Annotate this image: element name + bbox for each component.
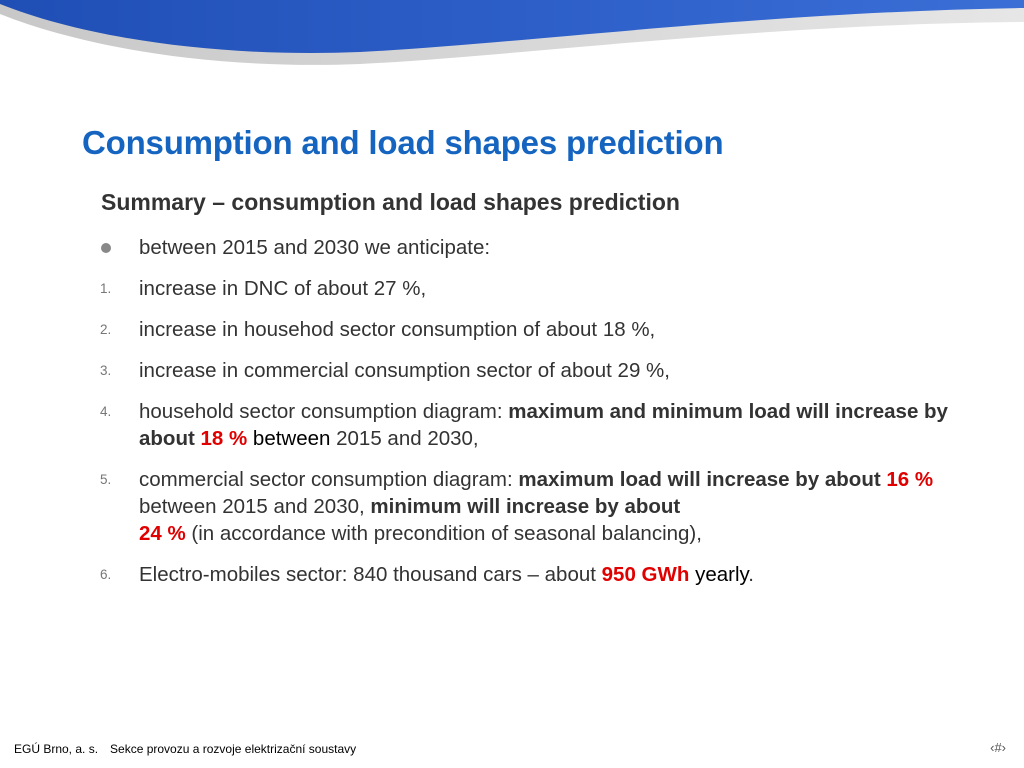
item-text-bold: maximum load will increase by about: [518, 468, 887, 491]
item-text-middle: between 2015 and 2030,: [139, 495, 371, 518]
item-text-highlight: 24 %: [139, 522, 186, 545]
item-text-bold: minimum will increase by about: [370, 495, 681, 518]
footer: EGÚ Brno, a. s. Sekce provozu a rozvoje e…: [14, 742, 356, 756]
list-item-intro: between 2015 and 2030 we anticipate:: [100, 234, 950, 261]
bullet-icon: [101, 243, 111, 253]
list-item: 6. Electro-mobiles sector: 840 thousand …: [100, 561, 950, 588]
slide-title: Consumption and load shapes prediction: [82, 124, 724, 161]
list-item: 1. increase in DNC of about 27 %,: [100, 275, 950, 302]
item-text: increase in househod sector consumption …: [139, 318, 656, 341]
list-number: 6.: [100, 567, 112, 582]
item-text-suffix: .: [748, 563, 754, 586]
item-text: increase in commercial consumption secto…: [139, 359, 670, 382]
item-text-bold: maximum and minimum load will increase b…: [139, 400, 948, 450]
item-text-highlight: 16 %: [886, 468, 934, 491]
intro-text: between 2015 and 2030 we anticipate:: [139, 236, 491, 259]
item-text-prefix: Electro-mobiles sector: 840 thousand car…: [139, 563, 602, 586]
slide-subtitle: Summary – consumption and load shapes pr…: [101, 189, 680, 215]
item-text-prefix: household sector consumption diagram:: [139, 400, 509, 423]
item-text-suffix: (in accordance with precondition of seas…: [185, 522, 702, 545]
footer-department: Sekce provozu a rozvoje elektrizační sou…: [110, 742, 357, 756]
item-text-highlight: 18 %: [200, 427, 248, 450]
item-text: increase in DNC of about 27 %,: [139, 277, 427, 300]
item-text-suffix: 2015 and 2030,: [330, 427, 479, 450]
list-number: 3.: [100, 363, 112, 378]
page-number: ‹#›: [990, 740, 1006, 755]
list-number: 4.: [100, 404, 112, 419]
footer-company: EGÚ Brno, a. s.: [14, 742, 99, 756]
list-number: 1.: [100, 281, 112, 296]
list-number: 2.: [100, 322, 112, 337]
list-number: 5.: [100, 472, 112, 487]
summary-list: between 2015 and 2030 we anticipate: 1. …: [100, 234, 950, 588]
item-text-prefix: commercial sector consumption diagram:: [139, 468, 519, 491]
list-item: 4. household sector consumption diagram:…: [100, 398, 950, 452]
item-text-middle: between: [247, 427, 331, 450]
list-item: 5. commercial sector consumption diagram…: [100, 466, 950, 547]
item-text-middle: yearly: [689, 563, 749, 586]
item-text-highlight: 950 GWh: [601, 563, 690, 586]
list-item: 3. increase in commercial consumption se…: [100, 357, 950, 384]
header-banner: [0, 0, 1024, 65]
list-item: 2. increase in househod sector consumpti…: [100, 316, 950, 343]
